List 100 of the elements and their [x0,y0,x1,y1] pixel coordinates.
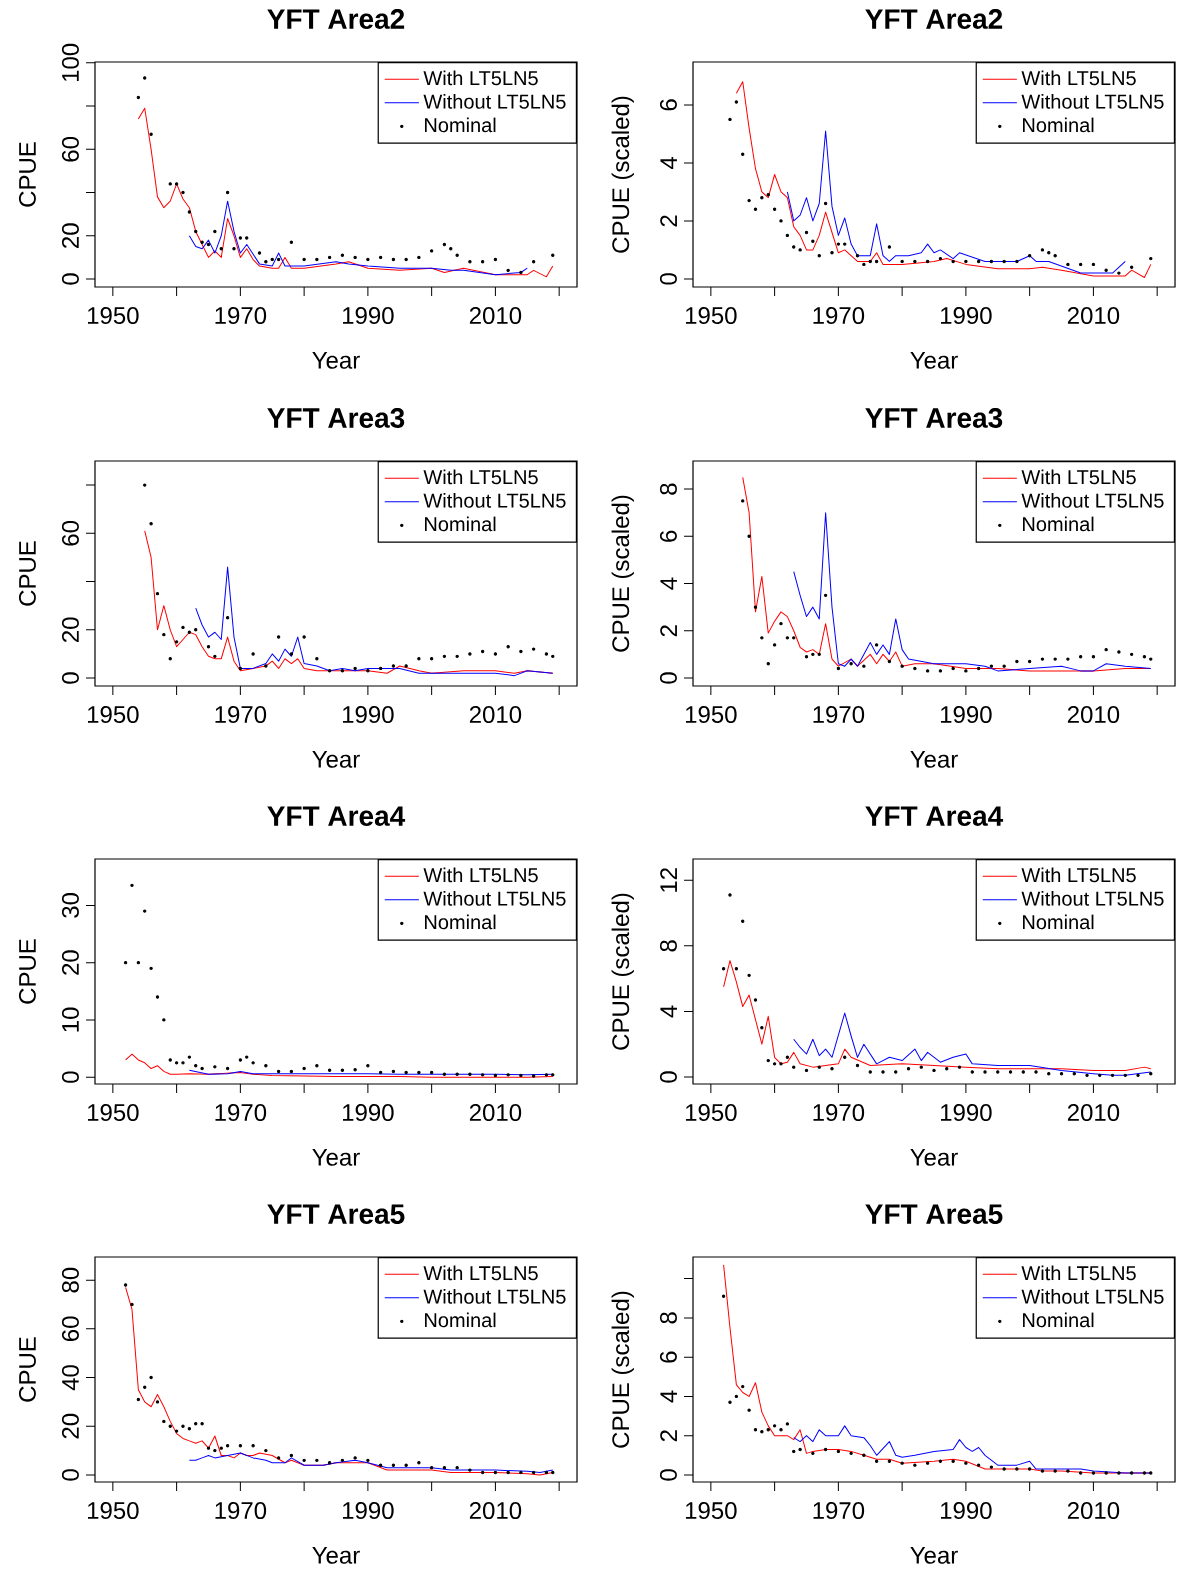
point [989,1465,994,1469]
y-tick-label: 30 [61,892,79,918]
point [404,1070,408,1075]
point [149,132,153,136]
legend-label: With LT5LN5 [1021,867,1136,883]
point [143,483,147,487]
x-tick-label: 1950 [87,706,139,724]
y-axis-title: CPUE (scaled) [611,1291,634,1448]
point [238,1058,243,1062]
point [1117,271,1121,275]
point [830,251,834,255]
point [245,1055,249,1059]
point [1149,256,1153,261]
point [900,259,904,264]
point [747,198,751,203]
point [480,260,485,264]
point [760,636,764,640]
point [181,1061,185,1065]
legend-label: Nominal [425,1312,496,1328]
point [519,649,523,654]
point [1142,655,1147,659]
point [1002,664,1006,668]
point [830,1067,834,1071]
y-tick-label: 8 [659,483,677,495]
point [779,219,783,223]
point [245,236,249,240]
y-tick-label: 60 [61,136,79,162]
point [906,1067,911,1071]
point [1015,1467,1019,1471]
y-axis-title: CPUE (scaled) [611,96,634,253]
point [404,664,408,668]
y-tick-label: 4 [660,156,677,170]
point [1142,1471,1147,1475]
x-tick-label: 2010 [1067,706,1120,724]
point [1104,647,1108,652]
y-axis-title: CPUE [18,939,36,1004]
point [753,998,758,1002]
point [315,657,319,661]
legend-label: Without LT5LN5 [1021,493,1164,508]
x-tick-label: 1950 [87,1502,139,1520]
point [964,669,968,673]
point [493,257,498,262]
y-tick-label: 6 [659,530,677,542]
point [340,253,345,257]
point [785,636,790,640]
point [149,966,153,971]
point [264,260,268,264]
point [913,259,917,264]
point [792,1065,796,1069]
point [900,664,904,668]
point [519,1470,523,1475]
point [493,652,498,656]
y-tick-label: 80 [61,1267,79,1293]
point [734,100,739,104]
point [932,1068,936,1073]
point [506,645,510,649]
point [162,632,166,637]
y-tick-label: 2 [660,1430,677,1442]
y-tick-label: 20 [61,1413,79,1439]
point [1040,1469,1045,1473]
point [366,257,370,262]
point [1117,650,1121,654]
point [404,1463,408,1467]
point [417,657,421,661]
y-tick-label: 20 [61,617,79,642]
point [823,201,828,206]
point [766,193,770,197]
point [404,257,408,262]
point [823,1447,828,1452]
point [811,239,815,243]
point [264,1063,268,1068]
x-tick-label: 1990 [941,706,992,724]
chart-title: YFT Area4 [267,806,406,826]
point [468,260,472,264]
point [378,1070,383,1075]
point [327,669,332,673]
point [772,207,777,212]
point [1002,1467,1006,1471]
point [468,1072,472,1076]
point [302,1066,306,1071]
y-tick-label: 0 [659,672,677,684]
point [938,1459,943,1463]
legend-label: With LT5LN5 [1021,70,1136,86]
x-axis-title: Year [312,352,360,369]
point [200,240,204,244]
point [480,1470,485,1475]
point [1002,259,1006,264]
point [945,1067,949,1071]
point [951,666,955,671]
point [785,1055,790,1059]
y-tick-label: 10 [61,1007,79,1032]
point [429,657,434,661]
point [429,1070,434,1075]
point [200,1422,204,1426]
point [289,1069,294,1074]
point [792,245,796,249]
point [1085,1073,1089,1078]
point [919,1065,923,1069]
point [894,1070,898,1074]
y-tick-label: 60 [61,520,79,546]
